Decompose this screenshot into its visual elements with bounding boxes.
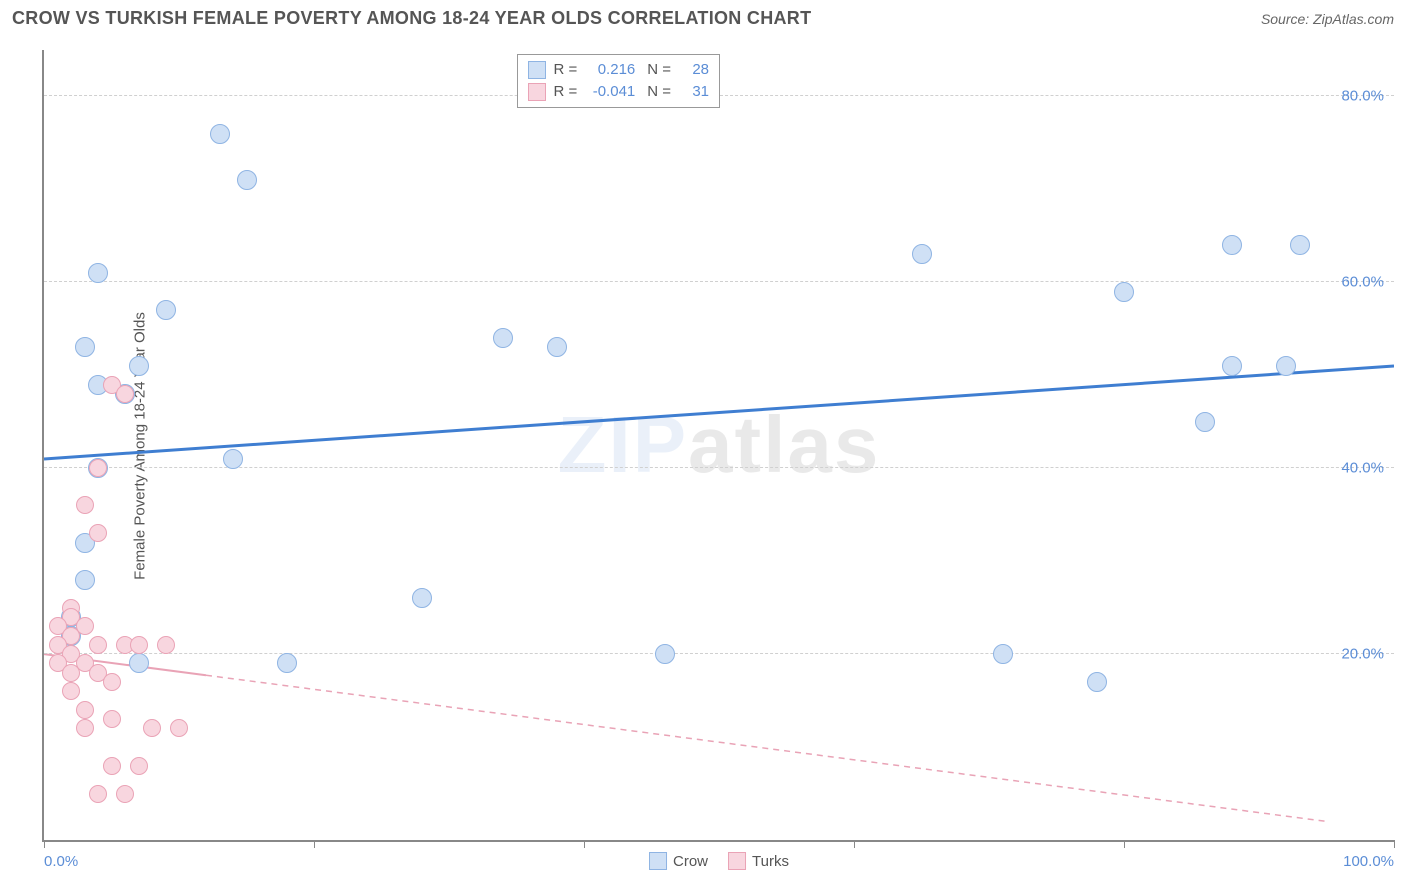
- x-tick: [44, 840, 45, 848]
- x-tick-label-left: 0.0%: [44, 853, 78, 870]
- gridline: [44, 281, 1394, 282]
- scatter-point: [912, 244, 932, 264]
- scatter-point: [129, 653, 149, 673]
- y-tick-label: 40.0%: [1341, 460, 1384, 477]
- scatter-plot-area: ZIPatlas CrowTurks 20.0%40.0%60.0%80.0%0…: [42, 50, 1394, 842]
- scatter-point: [76, 719, 94, 737]
- y-tick-label: 80.0%: [1341, 88, 1384, 105]
- scatter-point: [156, 300, 176, 320]
- chart-header: CROW VS TURKISH FEMALE POVERTY AMONG 18-…: [12, 8, 1394, 29]
- source-label: Source:: [1261, 11, 1309, 27]
- source-name: ZipAtlas.com: [1313, 11, 1394, 27]
- legend-bottom: Crow Turks: [649, 852, 789, 870]
- watermark-text: ZIPatlas: [558, 399, 881, 491]
- scatter-point: [62, 664, 80, 682]
- series-swatch-icon: [728, 852, 746, 870]
- series-swatch-icon: [649, 852, 667, 870]
- scatter-point: [1195, 412, 1215, 432]
- scatter-point: [412, 588, 432, 608]
- scatter-point: [1114, 282, 1134, 302]
- scatter-point: [103, 673, 121, 691]
- scatter-point: [76, 701, 94, 719]
- scatter-point: [75, 337, 95, 357]
- scatter-point: [89, 459, 107, 477]
- scatter-point: [547, 337, 567, 357]
- scatter-point: [210, 124, 230, 144]
- scatter-point: [62, 682, 80, 700]
- scatter-point: [130, 757, 148, 775]
- x-tick-label-right: 100.0%: [1343, 853, 1394, 870]
- series-swatch-icon: [528, 83, 546, 101]
- y-tick-label: 60.0%: [1341, 274, 1384, 291]
- scatter-point: [1222, 356, 1242, 376]
- x-tick: [854, 840, 855, 848]
- series-swatch-icon: [528, 61, 546, 79]
- scatter-point: [88, 263, 108, 283]
- scatter-point: [75, 570, 95, 590]
- scatter-point: [493, 328, 513, 348]
- scatter-point: [143, 719, 161, 737]
- scatter-point: [103, 710, 121, 728]
- scatter-point: [103, 757, 121, 775]
- gridline: [44, 653, 1394, 654]
- scatter-point: [993, 644, 1013, 664]
- scatter-point: [655, 644, 675, 664]
- scatter-point: [170, 719, 188, 737]
- scatter-point: [89, 636, 107, 654]
- scatter-point: [129, 356, 149, 376]
- gridline: [44, 467, 1394, 468]
- scatter-point: [223, 449, 243, 469]
- scatter-point: [277, 653, 297, 673]
- scatter-point: [237, 170, 257, 190]
- scatter-point: [1290, 235, 1310, 255]
- legend-item: Turks: [728, 852, 789, 870]
- legend-stats-row: R =-0.041N =31: [528, 81, 710, 103]
- x-tick: [1394, 840, 1395, 848]
- legend-label: Crow: [673, 853, 708, 870]
- x-tick: [1124, 840, 1125, 848]
- scatter-point: [89, 524, 107, 542]
- trendlines-svg: [44, 50, 1394, 840]
- scatter-point: [130, 636, 148, 654]
- legend-item: Crow: [649, 852, 708, 870]
- scatter-point: [76, 496, 94, 514]
- x-tick: [314, 840, 315, 848]
- legend-label: Turks: [752, 853, 789, 870]
- scatter-point: [89, 785, 107, 803]
- scatter-point: [116, 385, 134, 403]
- scatter-point: [157, 636, 175, 654]
- legend-stats: R =0.216N =28R =-0.041N =31: [517, 54, 721, 108]
- scatter-point: [116, 785, 134, 803]
- x-tick: [584, 840, 585, 848]
- chart-source: Source: ZipAtlas.com: [1261, 11, 1394, 27]
- scatter-point: [1087, 672, 1107, 692]
- scatter-point: [1222, 235, 1242, 255]
- scatter-point: [1276, 356, 1296, 376]
- legend-stats-row: R =0.216N =28: [528, 59, 710, 81]
- y-tick-label: 20.0%: [1341, 646, 1384, 663]
- chart-title: CROW VS TURKISH FEMALE POVERTY AMONG 18-…: [12, 8, 811, 29]
